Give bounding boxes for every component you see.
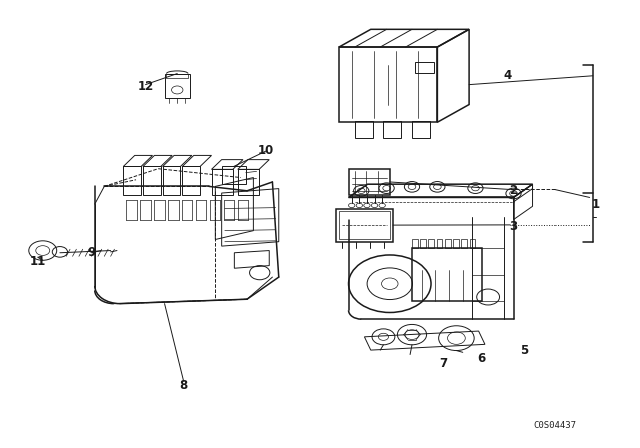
Text: 1: 1 [592, 198, 600, 211]
Text: 2: 2 [509, 184, 518, 197]
Bar [238, 169, 259, 195]
Bar [166, 74, 188, 78]
Bar [182, 167, 200, 195]
Bar [339, 47, 437, 122]
Bar [124, 167, 141, 195]
Bar [412, 248, 482, 302]
Text: 9: 9 [88, 246, 96, 259]
Bar [164, 73, 190, 98]
Text: 4: 4 [503, 69, 511, 82]
Bar [349, 169, 390, 195]
Bar [412, 121, 429, 138]
Text: 10: 10 [258, 145, 274, 158]
Text: 5: 5 [520, 344, 529, 357]
Bar [412, 240, 418, 248]
Bar [163, 167, 180, 195]
Text: 3: 3 [509, 220, 518, 233]
Text: 6: 6 [477, 353, 486, 366]
Text: 7: 7 [440, 357, 448, 370]
Text: 8: 8 [179, 379, 188, 392]
Bar [445, 240, 451, 248]
Bar [336, 208, 393, 242]
Bar [339, 211, 390, 240]
Bar [470, 240, 476, 248]
Text: 11: 11 [29, 255, 46, 268]
Bar [355, 121, 372, 138]
Bar [461, 240, 467, 248]
Bar [221, 167, 246, 184]
Bar [429, 240, 434, 248]
Bar [415, 62, 434, 73]
Bar [143, 167, 161, 195]
Bar [420, 240, 426, 248]
Bar [453, 240, 459, 248]
Bar [211, 169, 233, 195]
Bar [383, 121, 401, 138]
Text: C0S04437: C0S04437 [533, 421, 576, 430]
Text: 12: 12 [138, 80, 154, 93]
Bar [436, 240, 442, 248]
